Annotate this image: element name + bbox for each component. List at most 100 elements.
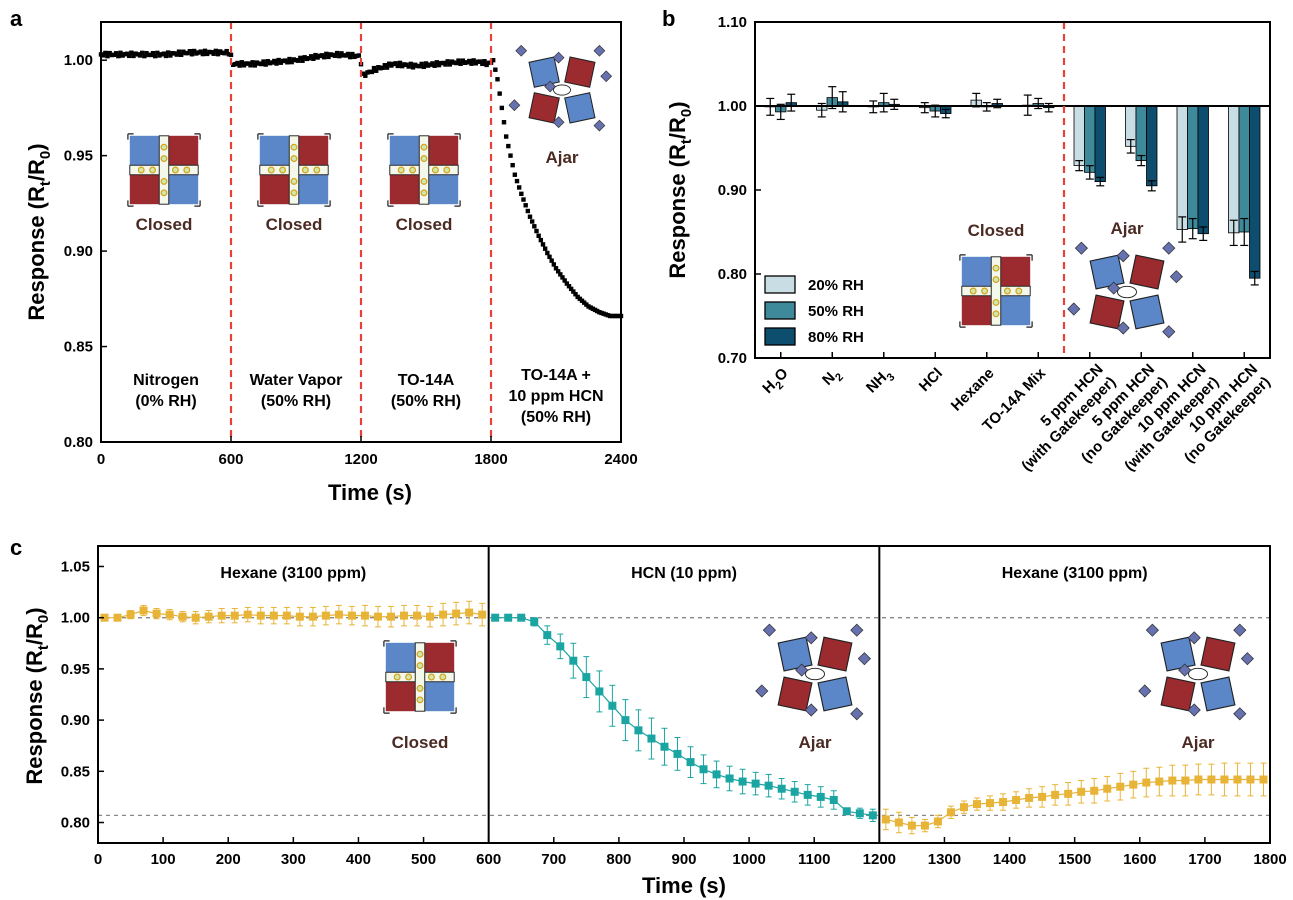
c-data-point [751, 779, 760, 788]
a-data-point [215, 51, 221, 57]
a-data-point [350, 51, 355, 57]
panel-label-b: b [662, 6, 675, 31]
c-data-point [452, 609, 461, 618]
c-data-point [673, 749, 682, 758]
a-data-point [334, 50, 340, 56]
a-data-point [139, 50, 145, 56]
c-data-point [347, 611, 356, 620]
panel-b-frame [754, 21, 1271, 359]
a-y-tick-label: 0.90 [64, 243, 93, 260]
a-data-point [191, 48, 197, 54]
a-data-point [321, 55, 327, 60]
c-closed-pore-icon [383, 640, 457, 714]
a-data-point [458, 61, 463, 67]
c-y-tick-label: 1.05 [61, 558, 90, 575]
c-data-point [321, 611, 330, 620]
a-data-point [558, 272, 563, 277]
c-data-point [999, 798, 1008, 807]
c-data-point [217, 611, 226, 620]
c-x-tick-label: 400 [346, 851, 371, 868]
c-data-point [139, 606, 148, 615]
a-data-point [363, 73, 368, 78]
a-data-point [501, 120, 507, 125]
panel-b-ajar-label: Ajar [1110, 219, 1143, 238]
a-segment-label: TO-14A [398, 372, 455, 389]
c-data-point [517, 613, 526, 622]
c-x-tick-label: 1100 [798, 851, 831, 868]
a-data-point [261, 59, 266, 64]
c-x-tick-label: 300 [281, 851, 306, 868]
c-x-tick-label: 1400 [993, 851, 1026, 868]
a-data-point [506, 143, 511, 149]
c-data-point [647, 734, 656, 743]
a-closed-pore-icon [387, 133, 461, 207]
c-x-tick-label: 1700 [1188, 851, 1221, 868]
a-segment-label: (50% RH) [391, 393, 461, 410]
panel-c-y-axis-label: Response (Rt/R0) [22, 607, 52, 784]
c-data-point [1181, 776, 1190, 785]
panel-c-chart: Hexane (3100 ppm) Closed HCN (10 ppm) Ajar H… [22, 545, 1287, 898]
a-data-point [178, 52, 184, 57]
c-x-tick-label: 1200 [863, 851, 896, 868]
a-data-point [142, 53, 147, 59]
a-data-point [250, 60, 255, 65]
c-data-point [230, 611, 239, 620]
c-data-point [1220, 775, 1229, 784]
a-data-point [510, 162, 515, 168]
a-data-point [571, 289, 576, 294]
panel-b-closed-label: Closed [968, 221, 1025, 240]
c-x-tick-label: 0 [94, 851, 102, 868]
c-data-point [569, 656, 578, 665]
a-data-point [532, 224, 537, 229]
c-data-point [907, 821, 916, 830]
panel-b-y-axis-label: Response (Rt/R0) [665, 101, 695, 278]
a-y-tick-label: 0.85 [64, 339, 93, 356]
panel-b-ajar-pore-icon [1067, 241, 1184, 339]
a-data-point [410, 65, 416, 70]
a-x-tick-label: 1800 [474, 451, 507, 468]
c-schematic-label: Ajar [1181, 733, 1214, 752]
a-data-point [542, 246, 548, 251]
c-y-tick-label: 0.85 [61, 763, 90, 780]
b-category-label: Hexane [948, 365, 998, 415]
a-segment-label: 10 ppm HCN [508, 388, 603, 405]
a-data-point [573, 292, 578, 297]
a-data-point [547, 254, 552, 260]
c-data-point [920, 821, 929, 830]
a-data-point [434, 60, 440, 65]
a-data-point [285, 60, 290, 65]
a-data-point [189, 52, 195, 57]
c-data-point [790, 787, 799, 796]
a-data-point [235, 60, 240, 66]
c-data-point [634, 726, 643, 735]
c-series-line [495, 617, 873, 816]
a-data-point [536, 233, 541, 239]
c-x-tick-label: 500 [411, 851, 436, 868]
a-data-point [564, 281, 570, 286]
c-data-point [621, 716, 630, 725]
legend-label-50: 50% RH [808, 303, 864, 320]
c-data-point [152, 609, 161, 618]
a-data-point [527, 214, 533, 219]
a-data-point [118, 50, 123, 56]
a-data-point [274, 61, 279, 66]
a-data-point [237, 63, 242, 68]
c-data-point [1155, 777, 1164, 786]
a-schematic-label: Closed [266, 215, 323, 234]
a-data-point [562, 278, 567, 283]
a-data-point [345, 51, 351, 57]
a-data-point [519, 191, 524, 197]
c-x-tick-label: 800 [606, 851, 631, 868]
c-data-point [1038, 792, 1047, 801]
legend-label-20: 20% RH [808, 277, 864, 294]
a-data-point [469, 61, 474, 66]
c-x-tick-label: 1800 [1253, 851, 1286, 868]
c-data-point [764, 781, 773, 790]
c-data-point [1077, 787, 1086, 796]
a-data-point [371, 65, 377, 71]
a-data-point [380, 65, 385, 70]
a-x-tick-label: 1200 [344, 451, 377, 468]
c-data-point [582, 673, 591, 682]
a-data-point [287, 56, 292, 62]
